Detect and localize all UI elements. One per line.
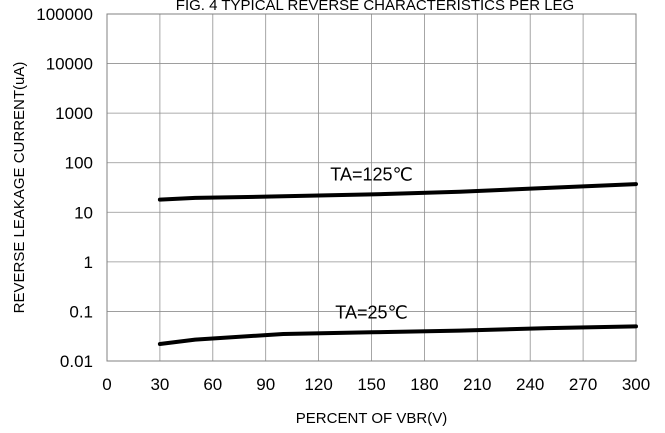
y-tick-label: 100000 xyxy=(36,5,93,24)
y-tick-label: 0.1 xyxy=(69,302,93,321)
x-tick-label: 240 xyxy=(516,375,544,394)
x-tick-label: 60 xyxy=(203,375,222,394)
grid xyxy=(107,14,636,361)
y-axis-label: REVERSE LEAKAGE CURRENT(uA) xyxy=(11,62,28,314)
y-tick-labels: 0.01 0.1 1 10 100 1000 10000 100000 xyxy=(36,5,93,371)
y-tick-label: 0.01 xyxy=(60,352,93,371)
x-tick-label: 270 xyxy=(569,375,597,394)
x-tick-label: 210 xyxy=(463,375,491,394)
x-tick-label: 150 xyxy=(357,375,385,394)
series-layer: TA=125℃ TA=25℃ xyxy=(157,164,638,346)
x-tick-label: 180 xyxy=(410,375,438,394)
plot-frame xyxy=(106,13,637,362)
y-tick-label: 100 xyxy=(65,154,93,173)
series-label-2: TA=25℃ xyxy=(335,302,407,322)
y-tick-label: 1000 xyxy=(55,104,93,123)
series-label-1: TA=125℃ xyxy=(330,164,412,184)
x-tick-label: 90 xyxy=(256,375,275,394)
series-line-2 xyxy=(157,324,638,346)
series-line-1 xyxy=(157,182,638,202)
x-tick-label: 300 xyxy=(622,375,650,394)
x-axis-label: PERCENT OF VBR(V) xyxy=(296,410,447,427)
x-tick-labels: 0 30 60 90 120 150 180 210 240 270 300 xyxy=(102,375,650,394)
chart-title: FIG. 4 TYPICAL REVERSE CHARACTERISTICS P… xyxy=(176,0,574,14)
x-tick-label: 120 xyxy=(304,375,332,394)
x-tick-label: 30 xyxy=(150,375,169,394)
x-tick-label: 0 xyxy=(102,375,111,394)
y-tick-label: 10 xyxy=(74,203,93,222)
y-tick-label: 1 xyxy=(84,253,93,272)
y-tick-label: 10000 xyxy=(46,55,93,74)
